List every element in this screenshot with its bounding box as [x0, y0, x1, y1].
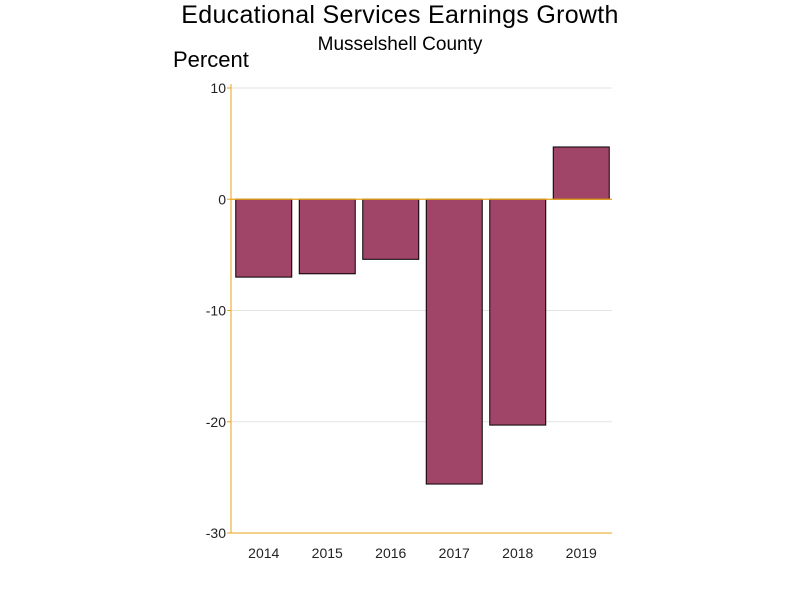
y-tick-label: -30	[206, 525, 226, 541]
bars	[235, 146, 610, 485]
y-tick-label: 10	[210, 80, 226, 96]
y-tick-label: -10	[206, 303, 226, 319]
x-tick-label: 2014	[248, 545, 279, 561]
grid-lines	[231, 87, 612, 423]
x-tick-label: 2016	[375, 545, 406, 561]
y-tick-label: -20	[206, 414, 226, 430]
y-tick-label: 0	[218, 191, 226, 207]
x-tick-label: 2017	[439, 545, 470, 561]
x-tick-label: 2018	[502, 545, 533, 561]
bar-2018	[489, 198, 547, 426]
bar-2015	[298, 198, 356, 275]
x-ticks: 2014 2015 2016 2017 2018 2019	[248, 545, 597, 561]
bar-2016	[362, 198, 420, 260]
y-ticks: 10 0 -10 -20 -30	[206, 80, 231, 541]
x-tick-label: 2019	[566, 545, 597, 561]
bar-2019	[552, 146, 610, 200]
bar-2017	[425, 198, 483, 485]
bar-2014	[235, 198, 293, 278]
y-axis-label: Percent	[173, 47, 249, 72]
chart-title: Educational Services Earnings Growth	[181, 1, 619, 29]
axes	[230, 84, 612, 534]
x-tick-label: 2015	[312, 545, 343, 561]
chart-subtitle: Musselshell County	[317, 34, 483, 55]
